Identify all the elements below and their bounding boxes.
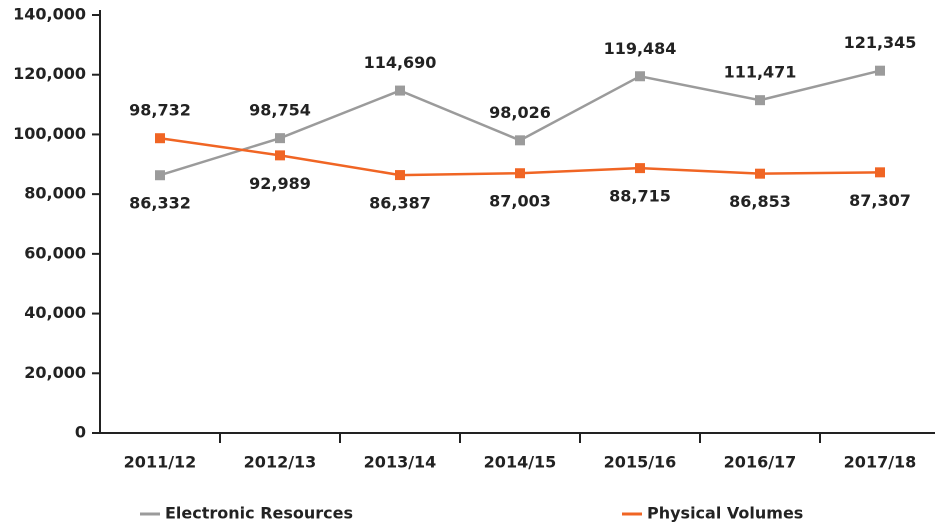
y-tick-label: 100,000 [13, 124, 86, 143]
marker [515, 135, 525, 146]
data-label: 87,003 [489, 192, 551, 211]
x-tick-label: 2016/17 [724, 453, 797, 472]
x-tick-label: 2012/13 [244, 453, 317, 472]
data-label: 121,345 [844, 33, 917, 52]
marker [395, 85, 405, 96]
data-label: 98,754 [249, 101, 311, 120]
y-tick-label: 120,000 [13, 64, 86, 83]
x-tick-label: 2011/12 [124, 453, 197, 472]
data-label: 98,026 [489, 103, 551, 122]
y-tick-label: 60,000 [24, 243, 86, 262]
y-tick-label: 40,000 [24, 303, 86, 322]
x-tick-label: 2015/16 [604, 453, 677, 472]
data-label: 98,732 [129, 101, 191, 120]
data-label: 87,307 [849, 191, 911, 210]
x-tick-label: 2013/14 [364, 453, 437, 472]
data-label: 111,471 [724, 63, 797, 82]
data-label: 86,332 [129, 194, 191, 213]
y-tick-label: 20,000 [24, 363, 86, 382]
data-label: 114,690 [364, 53, 437, 72]
marker [875, 167, 885, 178]
y-tick-label: 0 [75, 423, 86, 442]
y-tick-label: 80,000 [24, 184, 86, 203]
marker [275, 133, 285, 144]
marker [395, 170, 405, 181]
data-label: 86,853 [729, 192, 791, 211]
series-line [159, 69, 881, 177]
y-tick-label: 140,000 [13, 5, 86, 24]
data-label: 119,484 [604, 39, 677, 58]
marker [515, 168, 525, 179]
marker [875, 65, 885, 76]
legend-label: Electronic Resources [165, 504, 353, 523]
marker [755, 168, 765, 179]
marker [155, 133, 165, 144]
marker [155, 170, 165, 181]
data-label: 88,715 [609, 187, 671, 206]
marker [635, 163, 645, 174]
x-tick-label: 2014/15 [484, 453, 557, 472]
x-tick-label: 2017/18 [844, 453, 917, 472]
data-label: 92,989 [249, 174, 311, 193]
legend-label: Physical Volumes [647, 504, 803, 523]
marker [635, 71, 645, 82]
marker [275, 150, 285, 161]
marker [755, 95, 765, 106]
data-label: 86,387 [369, 194, 431, 213]
